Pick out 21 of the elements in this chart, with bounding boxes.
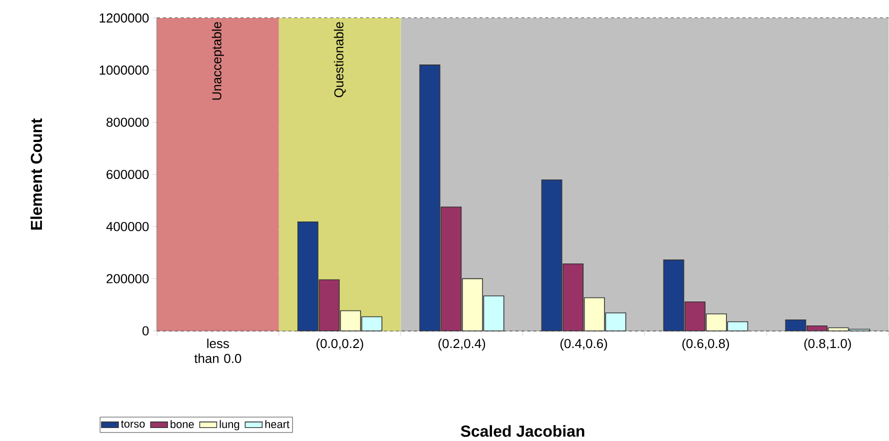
x-tick-label: (0.2,0.4) [438, 338, 486, 351]
legend-label: torso [121, 420, 145, 428]
y-tick-label: 1200000 [100, 13, 149, 23]
band-label: Questionable [334, 22, 346, 98]
x-tick-label: (0.4,0.6) [560, 338, 608, 351]
legend-label: bone [170, 420, 194, 428]
x-tick-label: less than 0.0 [194, 338, 242, 364]
y-axis-title: Element Count [30, 118, 42, 230]
y-tick-label: 400000 [106, 222, 149, 232]
x-tick-label: (0.8,1.0) [804, 338, 851, 351]
legend-label: heart [265, 420, 290, 428]
y-tick-label: 800000 [106, 118, 149, 127]
x-tick-label: (0.0,0.2) [316, 338, 364, 351]
y-tick-label: 600000 [106, 170, 149, 180]
y-tick-label: 1000000 [100, 66, 149, 75]
x-axis-title: Scaled Jacobian [460, 425, 584, 437]
y-tick-label: 200000 [106, 274, 149, 284]
legend-label: lung [220, 420, 240, 430]
x-tick-label: (0.6,0.8) [682, 338, 729, 351]
band-label: Unacceptable [212, 22, 224, 100]
y-tick-label: 0 [142, 326, 149, 336]
